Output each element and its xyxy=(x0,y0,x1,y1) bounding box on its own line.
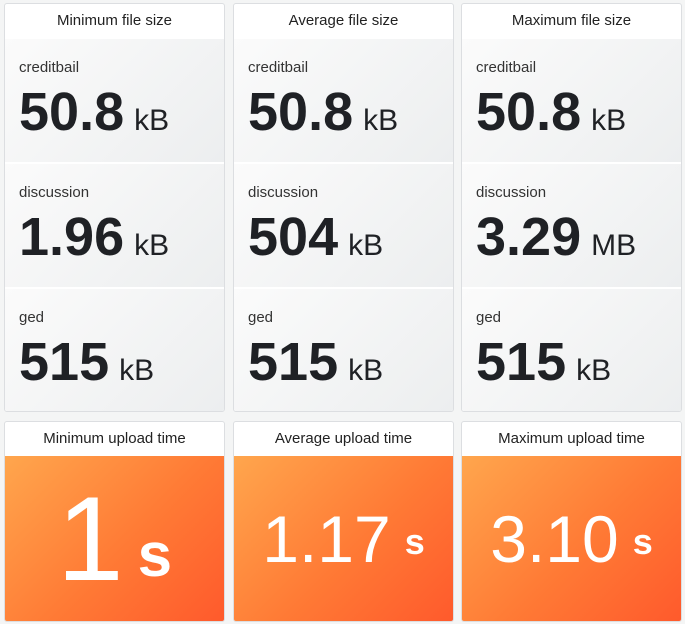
value-number: 1.96 xyxy=(19,207,125,267)
value-number: 50.8 xyxy=(476,82,582,142)
stat-value: 515 kB xyxy=(19,331,154,393)
value-number: 50.8 xyxy=(248,82,354,142)
panel-title: Maximum file size xyxy=(511,12,632,29)
value-unit: s xyxy=(404,521,425,562)
value-number: 3.10 xyxy=(490,501,619,576)
stat-row: discussion 3.29 MB xyxy=(462,164,681,287)
stat-row: discussion 1.96 kB xyxy=(5,164,224,287)
value-number: 515 xyxy=(19,332,110,392)
value-number: 1.17 xyxy=(262,501,391,576)
stat-value: 50.8 kB xyxy=(19,81,169,143)
panel-title: Minimum file size xyxy=(56,12,173,29)
stat-panel: Maximum upload time 3.10 s xyxy=(461,421,682,622)
series-label: creditbail xyxy=(19,59,80,76)
stat-panel: Minimum file size creditbail 50.8 kB discuss… xyxy=(4,3,225,412)
stat-row: creditbail 50.8 kB xyxy=(234,39,453,162)
series-label: creditbail xyxy=(476,59,537,76)
stat-value: 3.10 s xyxy=(462,456,681,621)
value-unit: kB xyxy=(348,354,384,387)
stat-row: ged 515 kB xyxy=(5,289,224,411)
stat-panel: Average file size creditbail 50.8 kB discuss… xyxy=(233,3,454,412)
stat-panel: Minimum upload time 1 s xyxy=(4,421,225,622)
value-unit: s xyxy=(137,521,173,590)
series-label: discussion xyxy=(476,184,547,201)
stat-value: 515 kB xyxy=(476,331,611,393)
series-label: ged xyxy=(19,309,45,326)
stat-row: ged 515 kB xyxy=(234,289,453,411)
value-unit: kB xyxy=(134,229,170,262)
stat-value: 515 kB xyxy=(248,331,383,393)
value-number: 515 xyxy=(476,332,567,392)
value-unit: kB xyxy=(591,104,627,137)
stat-panel: Maximum file size creditbail 50.8 kB discuss… xyxy=(461,3,682,412)
stat-row: creditbail 50.8 kB xyxy=(5,39,224,162)
stat-value: 3.29 MB xyxy=(476,206,636,268)
value-unit: kB xyxy=(134,104,170,137)
series-label: discussion xyxy=(19,184,90,201)
stat-value: 50.8 kB xyxy=(476,81,626,143)
stat-row: ged 515 kB xyxy=(462,289,681,411)
value-unit: s xyxy=(632,521,653,562)
stat-value: 504 kB xyxy=(248,206,383,268)
series-label: discussion xyxy=(248,184,319,201)
value-number: 504 xyxy=(248,207,339,267)
stat-value: 1.96 kB xyxy=(19,206,169,268)
series-label: creditbail xyxy=(248,59,309,76)
value-unit: kB xyxy=(119,354,155,387)
stat-row: discussion 504 kB xyxy=(234,164,453,287)
value-unit: kB xyxy=(576,354,612,387)
panel-title: Maximum upload time xyxy=(498,430,645,447)
value-number: 515 xyxy=(248,332,339,392)
stat-panel: Average upload time 1.17 s xyxy=(233,421,454,622)
stat-value: 1.17 s xyxy=(234,456,453,621)
stat-row: creditbail 50.8 kB xyxy=(462,39,681,162)
series-label: ged xyxy=(476,309,502,326)
value-number: 1 xyxy=(56,471,124,606)
value-number: 50.8 xyxy=(19,82,125,142)
value-unit: kB xyxy=(363,104,399,137)
value-unit: kB xyxy=(348,229,384,262)
value-unit: MB xyxy=(591,229,637,262)
panel-title: Average file size xyxy=(288,12,399,29)
panel-title: Average upload time xyxy=(274,430,413,447)
value-number: 3.29 xyxy=(476,207,582,267)
panel-title: Minimum upload time xyxy=(43,430,186,447)
series-label: ged xyxy=(248,309,274,326)
stat-value: 50.8 kB xyxy=(248,81,398,143)
